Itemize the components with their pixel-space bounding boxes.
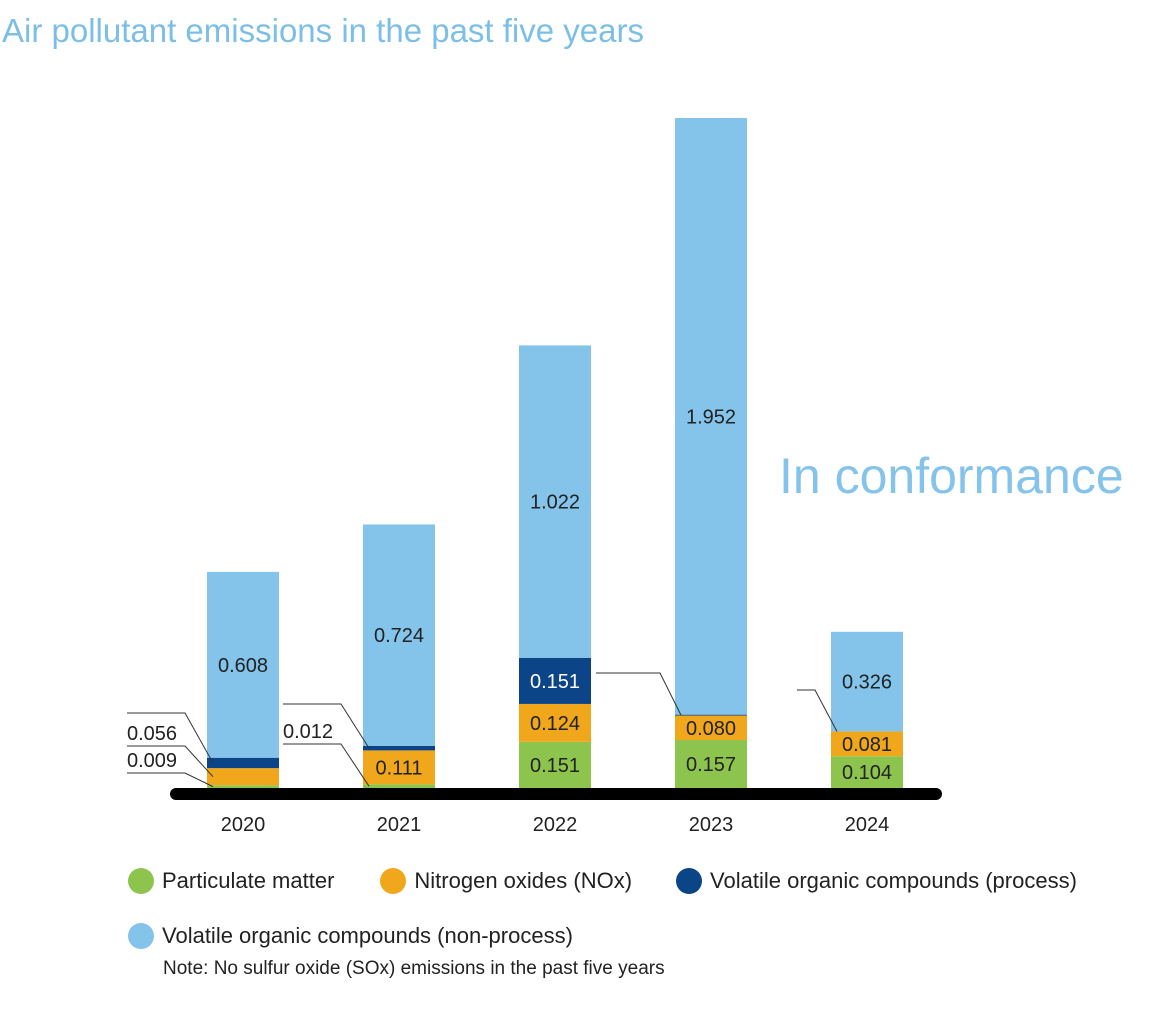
- bar-nox-2020: [207, 768, 279, 786]
- bar-voc-nonprocess-2020: [207, 571, 279, 758]
- legend-row-2: Volatile organic compounds (non-process): [128, 923, 573, 949]
- bar-nox-2021: [363, 750, 435, 785]
- bar-particulate-2022: [519, 741, 591, 788]
- leader-voc-process-2023: [596, 672, 682, 716]
- legend-label-particulate: Particulate matter: [162, 868, 335, 893]
- label-voc-process-2021: 0.015: [283, 681, 333, 703]
- legend-swatch-voc-nonprocess: [128, 923, 154, 949]
- label-nox-2021: 0.111: [375, 757, 422, 779]
- chart-title: Air pollutant emissions in the past five…: [2, 12, 644, 49]
- bar-voc-nonprocess-2021: [363, 524, 435, 746]
- legend-swatch-nox: [380, 868, 407, 894]
- bar-voc-process-2021: [363, 745, 435, 751]
- x-tick-2021: 2021: [377, 814, 422, 836]
- label-voc-nonprocess-2021: 0.724: [374, 625, 424, 647]
- label-particulate-2023: 0.157: [686, 754, 736, 776]
- legend-swatch-particulate: [128, 868, 154, 894]
- leader-voc-process-2021: [283, 703, 370, 749]
- label-nox-2024: 0.081: [842, 734, 892, 756]
- label-particulate-2021: 0.012: [283, 721, 333, 743]
- bar-voc-nonprocess-2024: [831, 631, 903, 732]
- bar-voc-process-2022: [519, 657, 591, 704]
- bar-voc-nonprocess-2023: [675, 118, 747, 715]
- bar-particulate-2024: [831, 756, 903, 788]
- x-tick-2023: 2023: [689, 814, 734, 836]
- legend-label-voc-process: Volatile organic compounds (process): [710, 868, 1077, 893]
- bar-particulate-2023: [675, 740, 747, 788]
- x-tick-2020: 2020: [221, 814, 266, 836]
- bar-particulate-2020: [207, 785, 279, 788]
- label-voc-process-2022: 0.151: [530, 671, 580, 693]
- legend-item-voc-nonprocess: Volatile organic compounds (non-process): [128, 923, 573, 949]
- label-particulate-2024: 0.104: [842, 762, 892, 784]
- legend-item-voc-process: Volatile organic compounds (process): [676, 868, 1077, 894]
- label-voc-nonprocess-2022: 1.022: [530, 492, 580, 514]
- label-voc-nonprocess-2020: 0.608: [218, 655, 268, 677]
- conformance-status: In conformance: [779, 448, 1124, 504]
- label-particulate-2020: 0.009: [127, 750, 177, 772]
- legend-label-nox: Nitrogen oxides (NOx): [414, 868, 633, 893]
- label-voc-process-2024: 0: [797, 667, 808, 689]
- x-tick-2022: 2022: [533, 814, 578, 836]
- leader-nox-2020: [127, 745, 214, 778]
- label-voc-nonprocess-2023: 1.952: [686, 406, 736, 428]
- bar-nox-2024: [831, 731, 903, 757]
- legend-item-particulate: Particulate matter: [128, 868, 334, 894]
- leader-voc-process-2020: [127, 712, 214, 764]
- leader-voc-process-2024: [797, 689, 838, 732]
- bar-nox-2022: [519, 703, 591, 742]
- legend-label-voc-nonprocess: Volatile organic compounds (non-process): [162, 923, 573, 948]
- label-voc-nonprocess-2024: 0.326: [842, 672, 892, 694]
- leader-particulate-2021: [283, 743, 370, 787]
- legend-item-nox: Nitrogen oxides (NOx): [380, 868, 632, 894]
- bar-particulate-2021: [363, 784, 435, 788]
- footnote: Note: No sulfur oxide (SOx) emissions in…: [163, 958, 665, 979]
- label-particulate-2022: 0.151: [530, 755, 580, 777]
- legend-swatch-voc-process: [676, 868, 703, 894]
- bar-voc-nonprocess-2022: [519, 345, 591, 658]
- label-nox-2020: 0.056: [127, 723, 177, 745]
- leader-particulate-2020: [127, 772, 214, 788]
- label-nox-2023: 0.080: [686, 718, 736, 740]
- legend-row-1: Particulate matter Nitrogen oxides (NOx)…: [128, 868, 1077, 894]
- label-voc-process-2023: 0.003: [596, 650, 646, 672]
- label-voc-process-2020: 0.034: [127, 690, 177, 712]
- label-nox-2022: 0.124: [530, 713, 580, 735]
- bar-voc-process-2020: [207, 757, 279, 769]
- bar-voc-process-2023: [675, 714, 747, 716]
- bar-nox-2023: [675, 715, 747, 741]
- x-tick-2024: 2024: [845, 814, 890, 836]
